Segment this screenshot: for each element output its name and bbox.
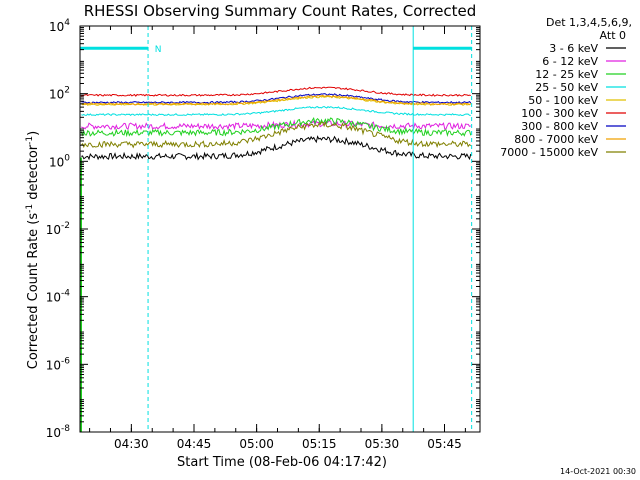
series-line-7 — [81, 93, 472, 104]
footer-date: 14-Oct-2021 00:30 — [560, 467, 636, 476]
legend-label: 12 - 25 keV — [535, 68, 598, 81]
series-line-6 — [81, 86, 471, 97]
legend-header-attenuator: Att 0 — [600, 29, 626, 42]
legend-label: 25 - 50 keV — [535, 81, 598, 94]
x-tick-label: 04:45 — [177, 437, 212, 451]
plot-frame — [79, 25, 481, 433]
y-axis-label: Corrected Count Rate (s-1 detector-1) — [25, 131, 41, 369]
legend-header-detectors: Det 1,3,4,5,6,9, — [546, 16, 632, 29]
series-line-4 — [81, 105, 471, 117]
legend-label: 3 - 6 keV — [549, 42, 598, 55]
legend-label: 300 - 800 keV — [521, 120, 598, 133]
y-tick-label: 102 — [49, 86, 70, 102]
x-tick-label: 05:30 — [365, 437, 400, 451]
y-tick-label: 100 — [49, 153, 70, 169]
series-line-3 — [80, 117, 472, 138]
legend-label: 100 - 300 keV — [521, 107, 598, 120]
night-marker: N — [155, 45, 162, 55]
y-tick-label: 104 — [49, 18, 70, 34]
x-tick-label: 05:45 — [427, 437, 462, 451]
axes: 104 102 100 10-2 10-4 10-6 10-8 04:30 04:45 05:00… — [46, 18, 481, 451]
x-axis-label: Start Time (08-Feb-06 04:17:42) — [177, 455, 387, 470]
chart-title: RHESSI Observing Summary Count Rates, Co… — [84, 2, 477, 20]
series-line-2 — [81, 119, 471, 131]
plot-area: N — [80, 26, 473, 432]
x-tick-label: 05:15 — [302, 437, 337, 451]
legend-label: 7000 - 15000 keV — [500, 146, 598, 159]
series-line-8 — [81, 94, 472, 106]
legend-label: 50 - 100 keV — [528, 94, 598, 107]
y-tick-label: 10-8 — [46, 424, 71, 440]
y-tick-label: 10-4 — [46, 289, 71, 305]
y-tick-label: 10-2 — [46, 221, 70, 237]
series-line-5 — [80, 95, 472, 106]
legend-label: 800 - 7000 keV — [514, 133, 598, 146]
y-tick-label: 10-6 — [46, 356, 71, 372]
series-line-1 — [81, 135, 472, 161]
x-tick-label: 05:00 — [239, 437, 274, 451]
series-line-9 — [80, 121, 472, 149]
x-tick-label: 04:30 — [114, 437, 149, 451]
legend-label: 6 - 12 keV — [542, 55, 598, 68]
